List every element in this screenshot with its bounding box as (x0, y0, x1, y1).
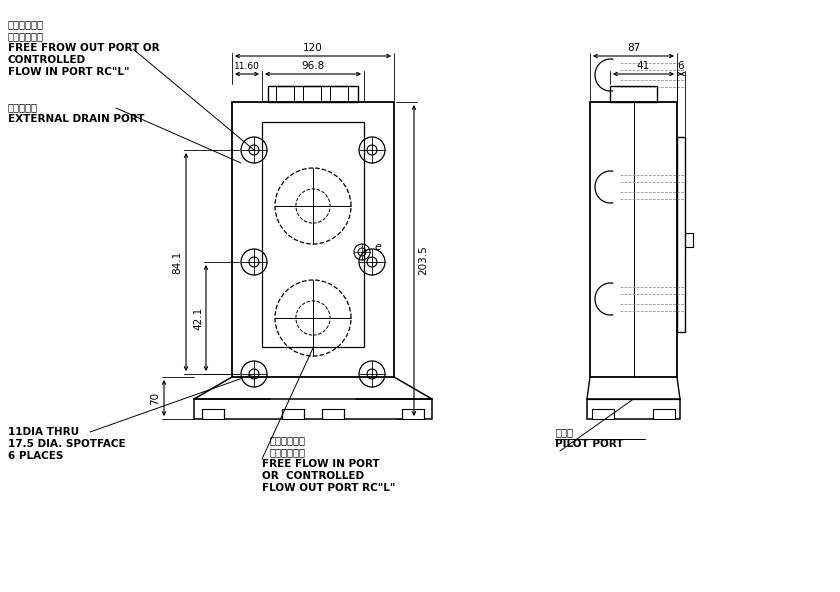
Text: 87: 87 (627, 43, 640, 53)
Text: CONTROLLED: CONTROLLED (8, 55, 87, 65)
Text: 203.5: 203.5 (418, 246, 428, 275)
Text: 96.8: 96.8 (302, 61, 324, 71)
Bar (262, 122, 364, 347)
Text: FREE FLOW IN PORT: FREE FLOW IN PORT (262, 459, 380, 469)
Text: e: e (374, 242, 381, 252)
Text: 120: 120 (303, 43, 323, 53)
Bar (590, 102, 677, 377)
Text: PILOT PORT: PILOT PORT (555, 439, 623, 449)
Text: 42.1: 42.1 (193, 307, 203, 330)
Bar (282, 409, 304, 419)
Text: FLOW OUT PORT RC"L": FLOW OUT PORT RC"L" (262, 483, 396, 493)
Text: 自由油流出口: 自由油流出口 (8, 19, 44, 29)
Text: 外部渡流口: 外部渡流口 (8, 102, 38, 112)
Bar (592, 409, 614, 419)
Bar (202, 409, 224, 419)
Bar (194, 399, 432, 419)
Bar (610, 86, 657, 102)
Text: 11.60: 11.60 (234, 62, 260, 71)
Text: 控制油流入口: 控制油流入口 (8, 31, 44, 41)
Text: 70: 70 (150, 391, 160, 404)
Text: 41: 41 (637, 61, 650, 71)
Bar (653, 409, 675, 419)
Bar (402, 409, 424, 419)
Bar (677, 137, 685, 332)
Text: 17.5 DIA. SPOTFACE: 17.5 DIA. SPOTFACE (8, 439, 126, 449)
Text: 引導口: 引導口 (555, 427, 573, 437)
Text: FLOW IN PORT RC"L": FLOW IN PORT RC"L" (8, 67, 129, 77)
Bar (322, 409, 344, 419)
Text: 控制油流出口: 控制油流出口 (270, 447, 306, 457)
Text: EXTERNAL DRAIN PORT: EXTERNAL DRAIN PORT (8, 114, 144, 124)
Text: 11DIA THRU: 11DIA THRU (8, 427, 79, 437)
Bar (587, 399, 680, 419)
Text: FREE FROW OUT PORT OR: FREE FROW OUT PORT OR (8, 43, 160, 53)
Text: 84.1: 84.1 (172, 250, 182, 274)
Bar (268, 86, 358, 102)
Text: OR  CONTROLLED: OR CONTROLLED (262, 471, 364, 481)
Bar (232, 102, 394, 377)
Text: 6 PLACES: 6 PLACES (8, 451, 63, 461)
Text: 自由油流入口: 自由油流入口 (270, 435, 306, 445)
Text: 6: 6 (678, 61, 685, 71)
